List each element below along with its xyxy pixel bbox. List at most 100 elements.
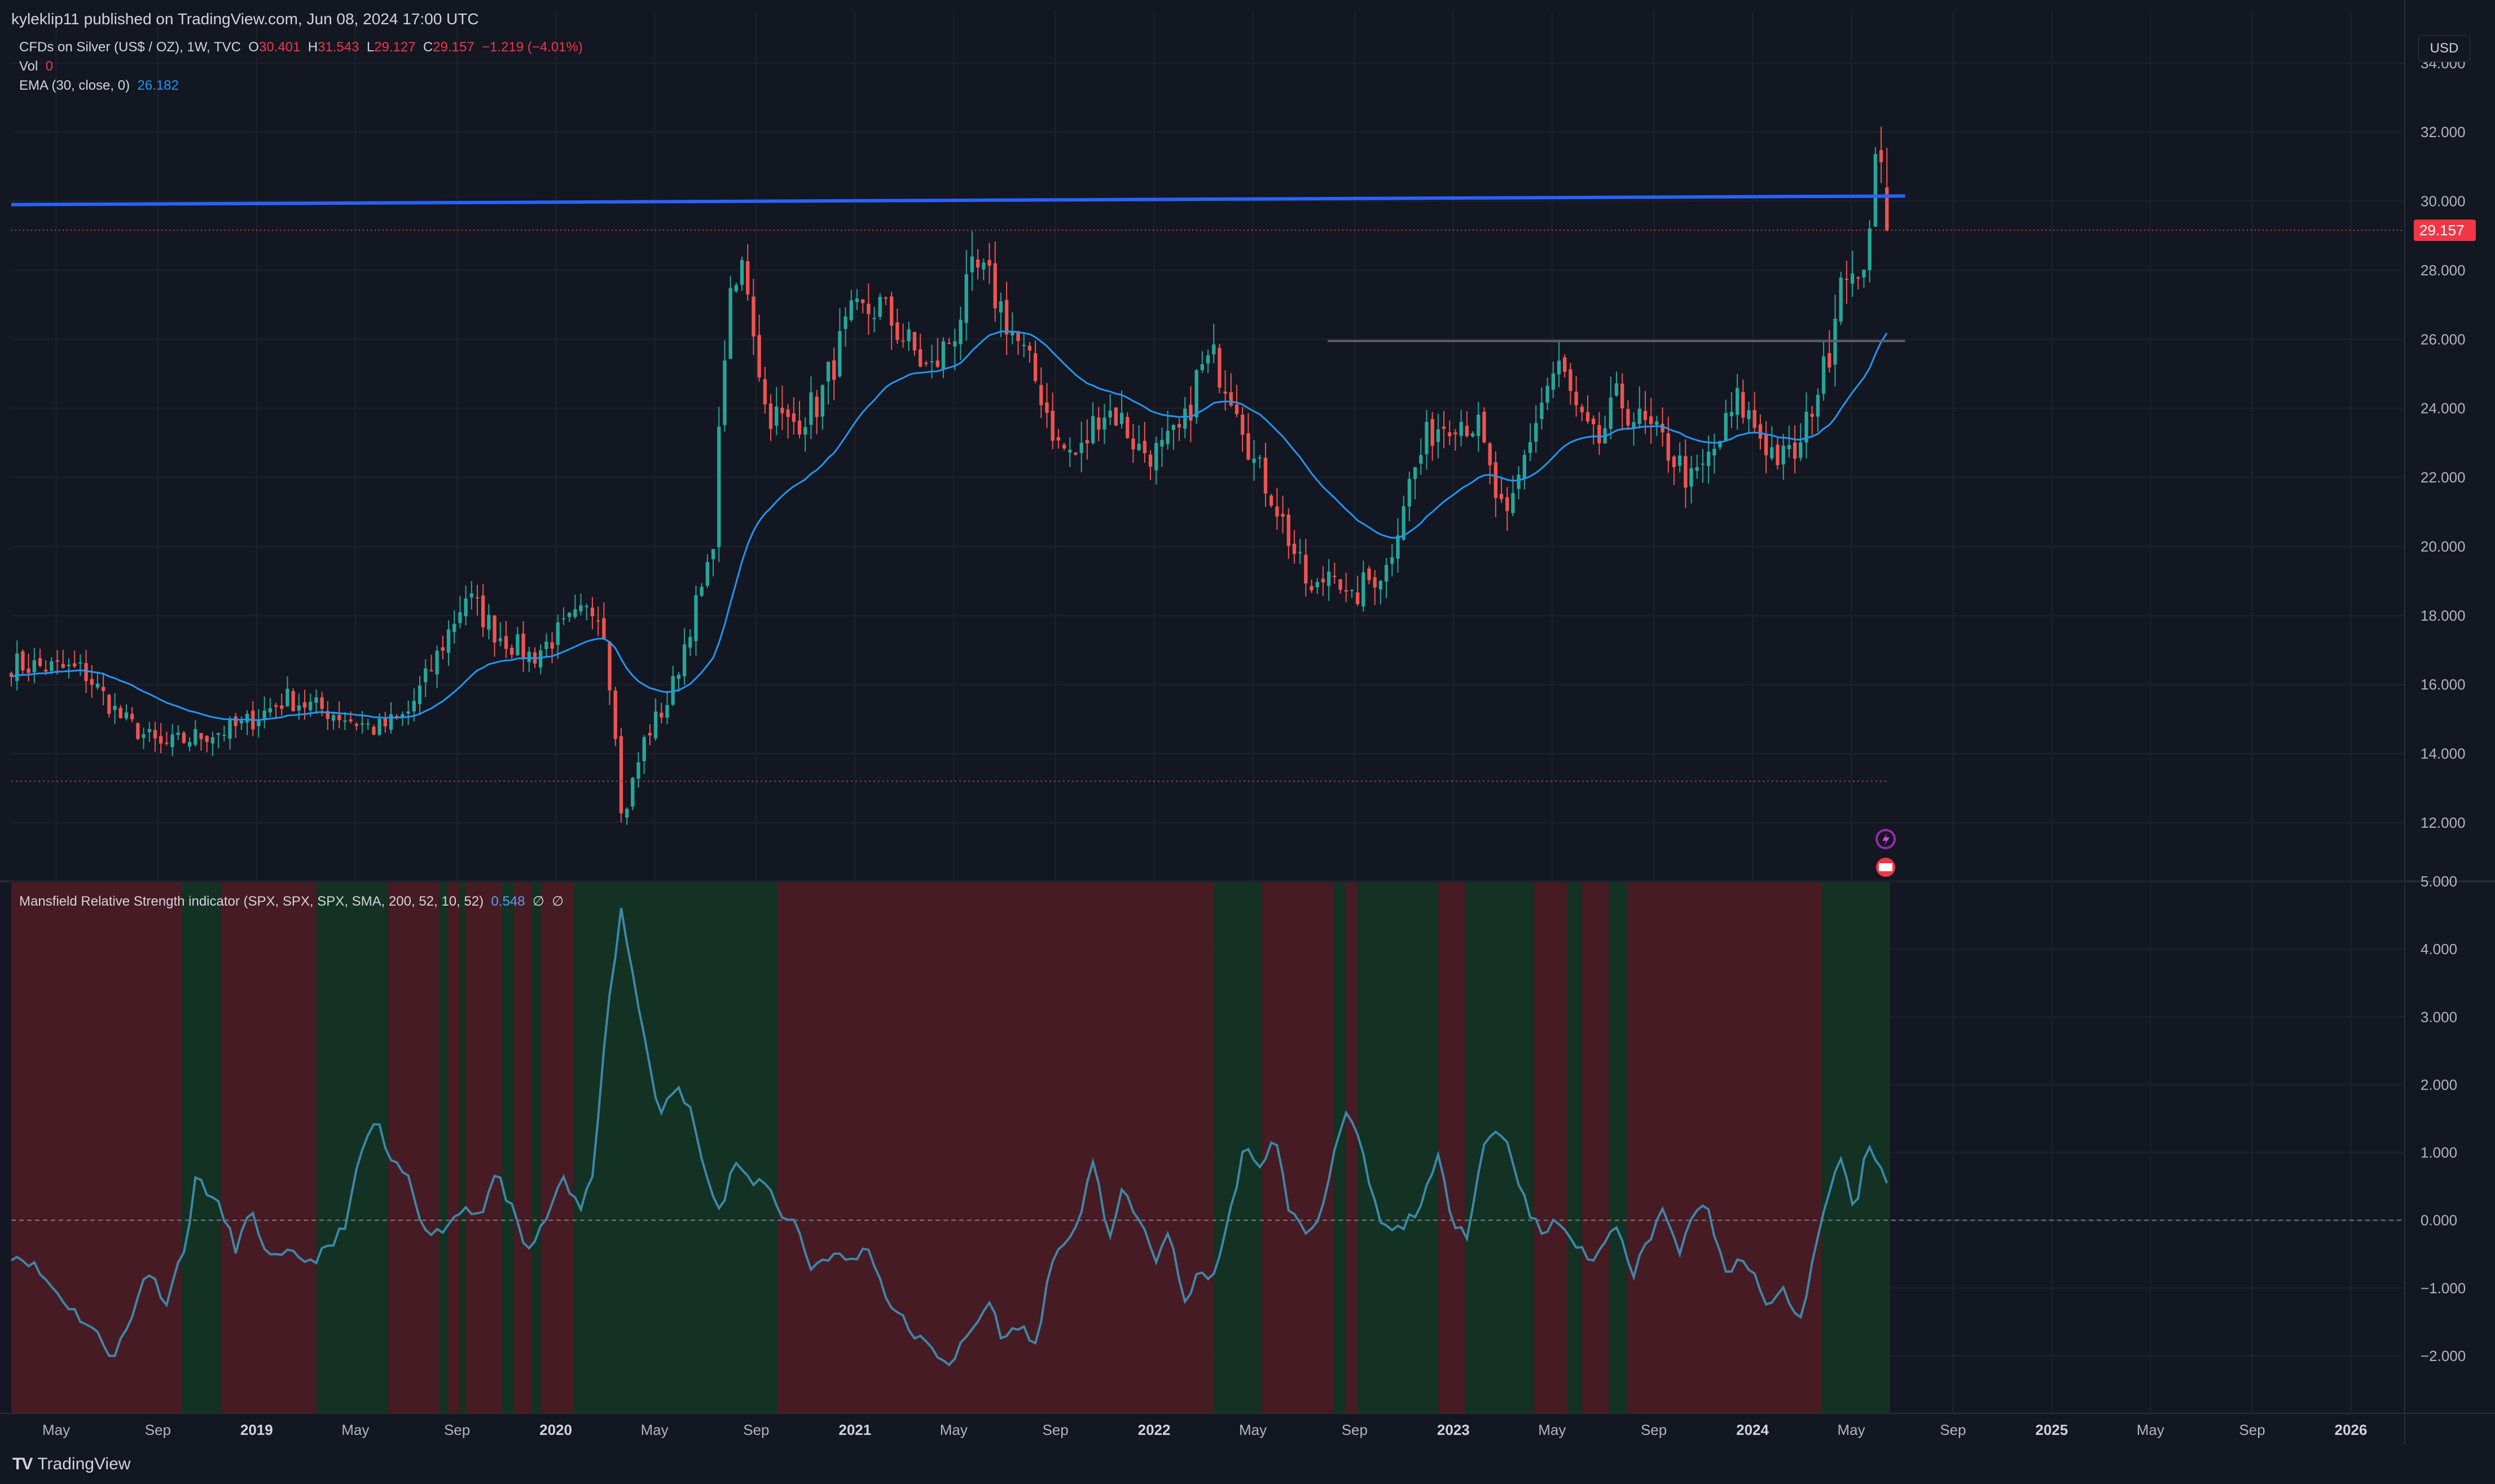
candle-body bbox=[1758, 424, 1763, 439]
candle-body bbox=[1752, 410, 1756, 428]
indicator-title[interactable]: Mansfield Relative Strength indicator (S… bbox=[19, 894, 484, 909]
candle-body bbox=[752, 296, 755, 337]
indicator-zone-bear bbox=[388, 883, 440, 1413]
candle-body bbox=[1522, 455, 1527, 479]
time-tick-label: Sep bbox=[743, 1421, 769, 1438]
candle-body bbox=[1413, 467, 1417, 479]
symbol-title[interactable]: CFDs on Silver (US$ / OZ), 1W, TVC bbox=[19, 39, 241, 55]
candle-body bbox=[918, 349, 923, 367]
candle-body bbox=[1828, 353, 1831, 368]
candle-body bbox=[130, 714, 134, 719]
candle-body bbox=[1620, 383, 1624, 409]
candle-body bbox=[309, 701, 313, 710]
current-price-tag bbox=[2414, 219, 2476, 242]
candle-body bbox=[1592, 419, 1596, 424]
candle-body bbox=[1764, 434, 1768, 455]
candle-body bbox=[469, 593, 473, 598]
candle-body bbox=[999, 301, 1003, 313]
candle-body bbox=[1246, 433, 1250, 460]
candle-body bbox=[280, 705, 284, 709]
indicator-tick-label: 4.000 bbox=[2421, 941, 2457, 958]
candle-body bbox=[354, 723, 358, 726]
price-tick-label: 32.000 bbox=[2421, 124, 2466, 141]
indicator-zone-bear bbox=[221, 883, 317, 1413]
candle-body bbox=[1499, 494, 1504, 499]
candle-body bbox=[964, 274, 968, 323]
candle-body bbox=[50, 661, 54, 671]
time-tick-label: May bbox=[42, 1421, 70, 1438]
vol-label[interactable]: Vol bbox=[19, 59, 38, 74]
time-tick-label: May bbox=[2137, 1421, 2164, 1438]
candle-body bbox=[44, 669, 48, 672]
candle-body bbox=[987, 260, 991, 266]
indicator-extra-2: ∅ bbox=[552, 894, 564, 909]
candle-body bbox=[728, 288, 732, 359]
price-tick-label: 26.000 bbox=[2421, 331, 2466, 348]
candle-body bbox=[1839, 278, 1843, 322]
current-price-tag-label: 29.157 bbox=[2419, 222, 2465, 239]
candle-body bbox=[970, 256, 974, 273]
indicator-extra-1: ∅ bbox=[532, 894, 544, 909]
indicator-zone-bull bbox=[460, 883, 466, 1413]
time-tick-label: 2026 bbox=[2335, 1421, 2367, 1438]
candle-body bbox=[406, 711, 410, 714]
candle-body bbox=[768, 403, 773, 429]
indicator-zone-bear bbox=[448, 883, 460, 1413]
candle-body bbox=[1355, 592, 1360, 604]
candle-body bbox=[1477, 414, 1481, 436]
indicator-zone-bull bbox=[1333, 883, 1346, 1413]
candle-body bbox=[1344, 590, 1348, 592]
candle-body bbox=[573, 609, 577, 617]
candle-body bbox=[32, 660, 36, 673]
brand-name: TradingView bbox=[37, 1455, 131, 1473]
indicator-tick-label: −1.000 bbox=[2421, 1280, 2466, 1297]
candle-body bbox=[1718, 441, 1722, 447]
high-value: 31.543 bbox=[318, 39, 359, 55]
candle-body bbox=[1390, 557, 1394, 564]
candle-body bbox=[653, 711, 658, 739]
candle-body bbox=[228, 718, 232, 739]
candle-body bbox=[884, 297, 888, 299]
indicator-zone-bull bbox=[1214, 883, 1262, 1413]
indicator-zone-bear bbox=[1438, 883, 1466, 1413]
currency-button[interactable]: USD bbox=[2418, 35, 2470, 62]
time-tick-label: Sep bbox=[444, 1421, 470, 1438]
indicator-zone-bear bbox=[777, 883, 1214, 1413]
candle-body bbox=[1528, 442, 1532, 453]
indicator-zone-bull bbox=[1567, 883, 1582, 1413]
candle-body bbox=[734, 285, 738, 292]
candle-body bbox=[1062, 444, 1066, 449]
price-tick-label: 30.000 bbox=[2421, 193, 2466, 210]
time-tick-label: Sep bbox=[1641, 1421, 1667, 1438]
candle-body bbox=[199, 733, 203, 739]
tradingview-brand[interactable]: TV TradingView bbox=[12, 1455, 130, 1474]
candle-body bbox=[1183, 409, 1187, 429]
candle-body bbox=[1074, 452, 1078, 455]
candle-body bbox=[1776, 445, 1780, 466]
candle-body bbox=[446, 629, 451, 653]
candle-body bbox=[671, 676, 675, 705]
candle-body bbox=[521, 633, 525, 659]
candle-body bbox=[1701, 463, 1705, 465]
candle-body bbox=[1223, 391, 1227, 394]
candle-body bbox=[274, 705, 278, 707]
time-tick-label: Sep bbox=[145, 1421, 171, 1438]
time-tick-label: May bbox=[1538, 1421, 1566, 1438]
candle-body bbox=[585, 605, 588, 608]
candle-body bbox=[210, 737, 215, 744]
candle-body bbox=[1465, 425, 1469, 436]
candle-body bbox=[1810, 414, 1814, 417]
candle-body bbox=[159, 736, 163, 744]
ema-line bbox=[11, 330, 1888, 721]
candle-body bbox=[1747, 410, 1751, 419]
candle-body bbox=[1684, 456, 1688, 488]
candle-body bbox=[538, 650, 543, 668]
candle-body bbox=[493, 615, 497, 643]
ema-label[interactable]: EMA (30, close, 0) bbox=[19, 78, 130, 93]
volume-legend: Vol 0 bbox=[19, 59, 53, 74]
candle-body bbox=[314, 697, 318, 703]
candle-body bbox=[453, 624, 456, 633]
candle-body bbox=[73, 663, 77, 667]
vol-value: 0 bbox=[45, 59, 54, 74]
